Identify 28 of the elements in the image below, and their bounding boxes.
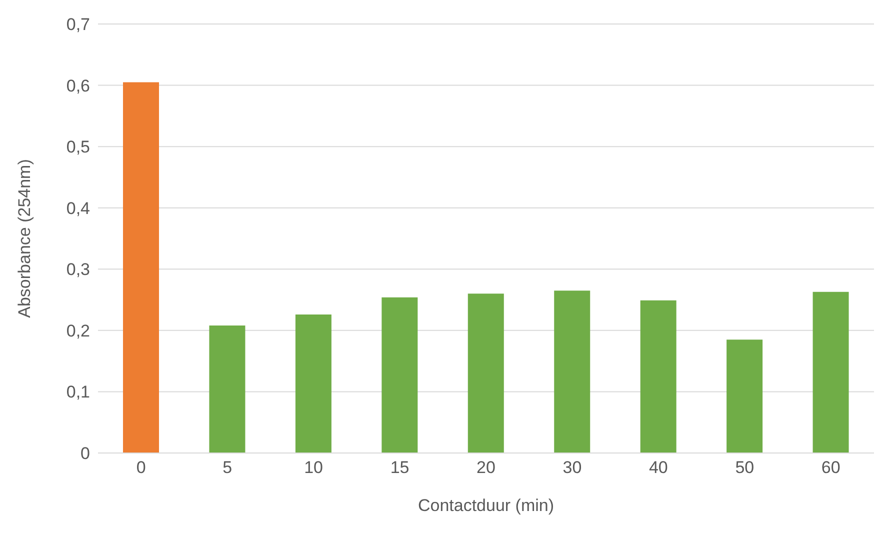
x-tick-label: 40 xyxy=(648,458,668,478)
y-tick-label: 0,4 xyxy=(66,198,90,218)
bar xyxy=(295,314,332,453)
x-axis-title: Contactduur (min) xyxy=(418,496,554,515)
x-tick-label: 10 xyxy=(304,458,324,478)
bar xyxy=(812,292,849,453)
y-tick-label: 0,6 xyxy=(66,76,90,96)
bar xyxy=(640,300,676,453)
y-tick-label: 0,1 xyxy=(66,382,90,402)
x-tick-label: 50 xyxy=(735,458,754,478)
bar xyxy=(554,290,590,453)
bar xyxy=(382,297,418,453)
x-tick-label: 60 xyxy=(821,458,840,478)
x-tick-label: 5 xyxy=(222,458,232,478)
y-tick-label: 0,2 xyxy=(66,321,90,340)
x-tick-label: 30 xyxy=(562,458,582,478)
bar xyxy=(726,340,763,453)
y-tick-label: 0,5 xyxy=(66,138,90,157)
y-tick-label: 0 xyxy=(80,444,90,464)
x-tick-label: 0 xyxy=(136,458,146,478)
y-axis-title: Absorbance (254nm) xyxy=(15,159,34,318)
y-tick-label: 0,3 xyxy=(66,260,90,280)
x-tick-label: 20 xyxy=(476,458,496,478)
bar xyxy=(468,294,504,453)
bar xyxy=(123,82,159,453)
bar xyxy=(209,326,246,453)
x-tick-label: 15 xyxy=(390,458,410,478)
y-tick-label: 0,7 xyxy=(66,15,90,34)
